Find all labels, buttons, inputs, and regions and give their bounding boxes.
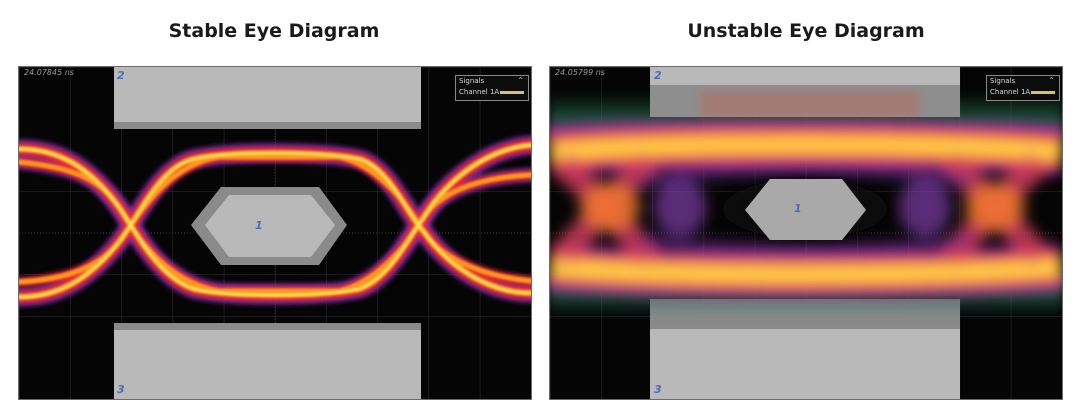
- eye-traces: [19, 135, 531, 307]
- timestamp: 24.05799 ns: [555, 68, 605, 77]
- eye-traces: [550, 92, 1062, 317]
- channel-swatch: [500, 91, 524, 94]
- stable-eye-title: Stable Eye Diagram: [168, 20, 380, 42]
- mask-1-inner: [745, 179, 866, 240]
- mask-label-2: 2: [654, 69, 662, 82]
- mask-label-1: 1: [794, 202, 802, 215]
- signals-legend[interactable]: Signals ⌃ Channel 1A: [455, 75, 529, 101]
- chevron-up-icon[interactable]: ⌃: [1048, 76, 1055, 85]
- mask-label-2: 2: [117, 69, 125, 82]
- mask-label-3: 3: [654, 383, 662, 396]
- stable-eye-scope: 24.07845 ns 2 1 3 Signals ⌃ Channel 1A: [18, 66, 532, 400]
- mask-label-3: 3: [117, 383, 125, 396]
- signals-legend[interactable]: Signals ⌃ Channel 1A: [986, 75, 1060, 101]
- mask-2-violation: [700, 91, 920, 117]
- mask-1-inner: [205, 195, 335, 257]
- chevron-up-icon[interactable]: ⌃: [517, 76, 524, 85]
- legend-header: Signals: [459, 77, 485, 85]
- stable-eye-plot: [19, 67, 531, 399]
- legend-channel-label: Channel 1A: [990, 88, 1031, 96]
- timestamp: 24.07845 ns: [24, 68, 74, 77]
- channel-swatch: [1031, 91, 1055, 94]
- unstable-eye-plot: [550, 67, 1062, 399]
- unstable-eye-title: Unstable Eye Diagram: [687, 20, 925, 42]
- mask-3-inner: [650, 329, 960, 399]
- mask-3-inner: [114, 330, 421, 399]
- legend-header: Signals: [990, 77, 1016, 85]
- mask-label-1: 1: [255, 219, 263, 232]
- unstable-eye-scope: 24.05799 ns 2 1 3 Signals ⌃ Channel 1A: [549, 66, 1063, 400]
- legend-channel-label: Channel 1A: [459, 88, 500, 96]
- mask-2-inner: [114, 67, 421, 122]
